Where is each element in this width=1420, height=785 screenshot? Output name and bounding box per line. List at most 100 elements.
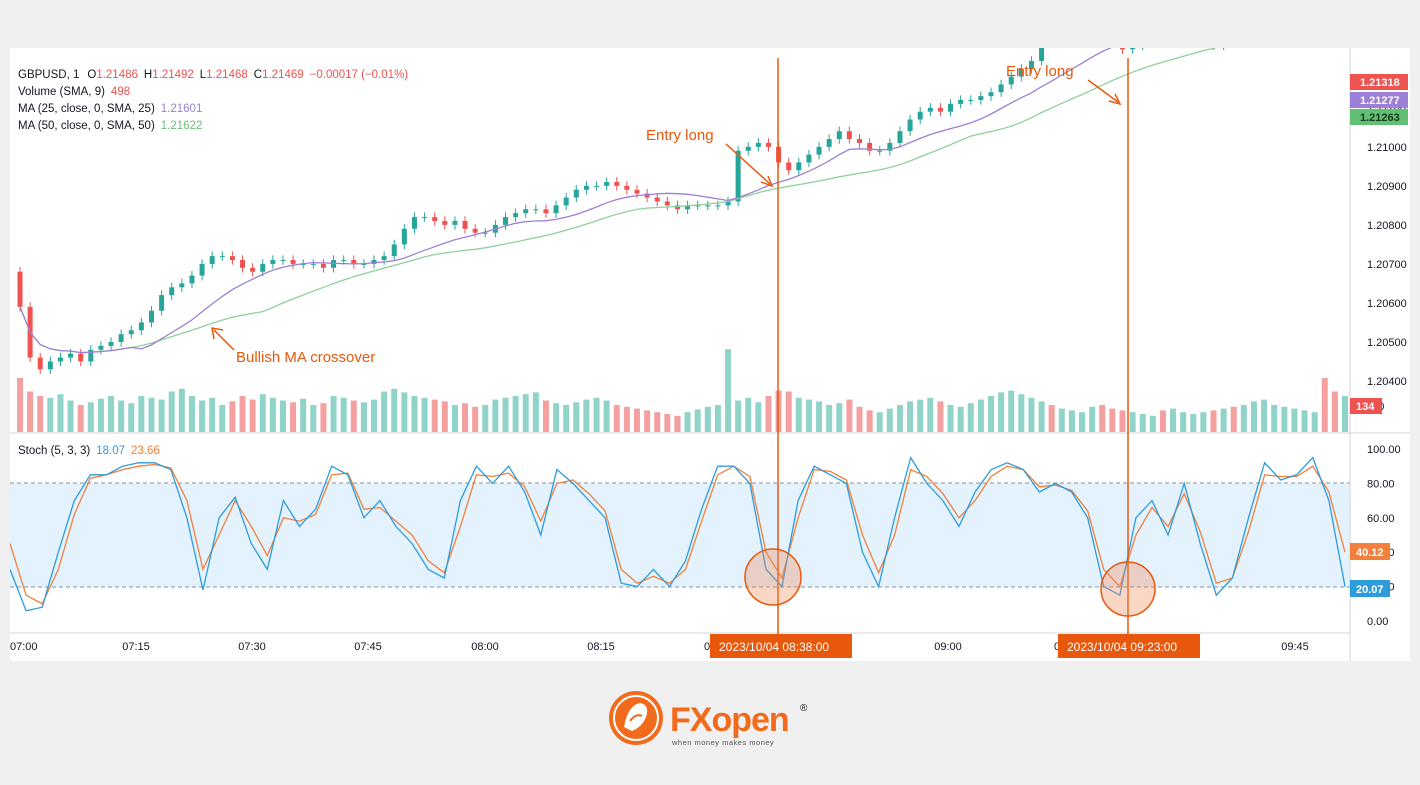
volume-bar xyxy=(522,394,529,432)
volume-bar xyxy=(816,401,823,432)
candle-body xyxy=(442,220,448,225)
volume-bar xyxy=(805,399,812,432)
volume-bar xyxy=(199,400,206,432)
candle-body xyxy=(948,103,954,112)
logo-wordmark: FXopen xyxy=(670,701,789,739)
candle-body xyxy=(523,209,529,214)
candle-body xyxy=(968,100,974,101)
volume-bar xyxy=(1291,408,1298,432)
badge-ma25: 1.21277 xyxy=(1360,95,1400,107)
volume-bar xyxy=(735,400,742,432)
candle-body xyxy=(897,131,903,143)
candle-body xyxy=(280,260,286,262)
volume-bar xyxy=(482,405,489,432)
volume-bars xyxy=(17,349,1348,432)
volume-bar xyxy=(917,399,924,432)
volume-bar xyxy=(654,412,661,432)
volume-bar xyxy=(290,402,297,432)
candle-body xyxy=(138,322,144,331)
candle-body xyxy=(37,357,43,370)
candle-body xyxy=(462,220,468,229)
time-axis-tick: 09:00 xyxy=(934,641,962,653)
volume-bar xyxy=(1159,410,1166,432)
candle-body xyxy=(88,349,94,362)
candle-body xyxy=(735,150,741,202)
candle-body xyxy=(614,181,620,186)
time-axis-tick: 07:45 xyxy=(354,641,382,653)
time-badge-2: 2023/10/04 09:23:00 xyxy=(1067,640,1177,654)
candle-body xyxy=(452,220,458,225)
volume-bar xyxy=(229,401,236,432)
candle-body xyxy=(401,228,407,245)
candle-body xyxy=(179,283,185,288)
candle-body xyxy=(1039,37,1045,61)
logo-registered: ® xyxy=(800,703,808,714)
candle-body xyxy=(594,185,600,187)
price-axis-tick: 1.20600 xyxy=(1367,298,1407,310)
badge-ma25-bg xyxy=(1350,92,1408,108)
arrow-entry-1 xyxy=(725,143,774,188)
volume-bar xyxy=(27,391,34,432)
volume-bar xyxy=(664,414,671,432)
time-badge-2-bg xyxy=(1058,634,1200,658)
candle-body xyxy=(624,185,630,190)
candle-body xyxy=(836,131,842,140)
volume-bar xyxy=(886,408,893,432)
candle-body xyxy=(604,181,610,186)
volume-bar xyxy=(47,397,54,432)
volume-bar xyxy=(219,405,226,432)
volume-bar xyxy=(1331,391,1338,432)
candle-body xyxy=(290,260,296,264)
volume-bar xyxy=(795,397,802,432)
candle-body xyxy=(148,310,154,323)
candle-body xyxy=(877,150,883,152)
volume-bar xyxy=(532,392,539,432)
volume-bar xyxy=(836,403,843,432)
badge-stoch-d: 40.12 xyxy=(1356,547,1384,559)
candle-body xyxy=(907,119,913,132)
candle-body xyxy=(502,217,508,225)
candle-body xyxy=(826,139,832,147)
volume-bar xyxy=(310,405,317,432)
candle-body xyxy=(887,142,893,151)
volume-bar xyxy=(563,405,570,432)
candle-body xyxy=(755,142,761,147)
volume-bar xyxy=(269,397,276,432)
volume-bar xyxy=(1321,378,1328,432)
time-axis-tick: 07:00 xyxy=(10,641,38,653)
candle-body xyxy=(634,189,640,194)
candle-body xyxy=(260,263,266,272)
volume-bar xyxy=(320,403,327,432)
candle-body xyxy=(240,260,246,268)
volume-bar xyxy=(1109,408,1116,432)
volume-bar xyxy=(401,392,408,432)
annotation-crossover: Bullish MA crossover xyxy=(236,349,375,366)
candle-body xyxy=(341,260,347,262)
legend-ma50: MA (50, close, 0, SMA, 50) 1.21622 xyxy=(18,120,202,132)
price-axis-tick: 1.20900 xyxy=(1367,181,1407,193)
badge-ma50: 1.21263 xyxy=(1360,112,1400,124)
ma50-line xyxy=(19,32,1346,354)
stoch-highlight-circle-2 xyxy=(1100,561,1156,617)
volume-bar xyxy=(1018,394,1025,432)
arrow-crossover xyxy=(211,327,235,351)
volume-bar xyxy=(371,399,378,432)
volume-bar xyxy=(745,397,752,432)
legend-volume: Volume (SMA, 9) 498 xyxy=(18,86,130,98)
candle-body xyxy=(553,205,559,214)
volume-bar xyxy=(340,397,347,432)
volume-bar xyxy=(350,400,357,432)
volume-bar xyxy=(1250,401,1257,432)
candle-body xyxy=(422,217,428,219)
candle-body xyxy=(846,131,852,140)
badge-stoch-k: 20.07 xyxy=(1356,584,1384,596)
volume-bar xyxy=(381,391,388,432)
volume-bar xyxy=(1048,405,1055,432)
candle-body xyxy=(857,139,863,143)
volume-bar xyxy=(1008,390,1015,432)
volume-bar xyxy=(998,392,1005,432)
volume-bar xyxy=(977,399,984,432)
candle-body xyxy=(927,107,933,112)
candle-body xyxy=(705,205,711,207)
time-axis-tick-partial: 0 xyxy=(1054,641,1060,653)
